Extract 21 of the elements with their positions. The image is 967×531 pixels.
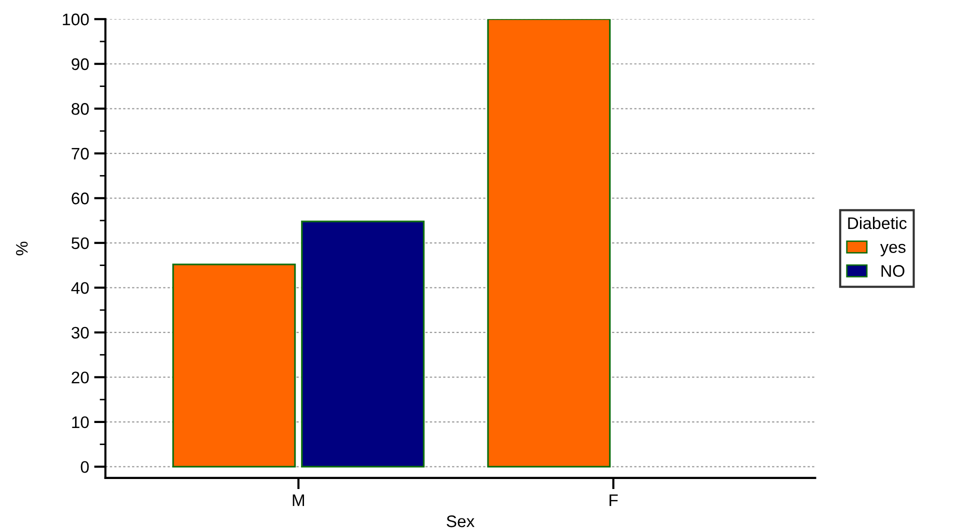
y-tick-label: 90 — [72, 58, 89, 70]
bar — [301, 220, 425, 468]
y-tick-label: 50 — [72, 237, 89, 250]
y-axis-title: % — [16, 242, 28, 256]
y-tick-label: 80 — [72, 103, 89, 115]
x-axis-title: Sex — [446, 515, 474, 528]
bar — [487, 19, 611, 468]
legend-label: yes — [880, 244, 906, 256]
y-tick-label: 30 — [72, 326, 89, 339]
y-tick-label: 20 — [72, 372, 89, 384]
legend-title: Diabetic — [848, 216, 907, 230]
x-tick-label: F — [610, 494, 618, 506]
y-tick-label: 60 — [72, 192, 89, 204]
y-tick-label: 100 — [62, 14, 89, 26]
bar — [172, 264, 296, 468]
y-tick-label: 40 — [71, 282, 89, 294]
y-tick-label: 70 — [72, 148, 89, 160]
y-tick-label: 0 — [80, 461, 89, 473]
x-tick-label: M — [292, 494, 304, 506]
legend-label: NO — [882, 265, 904, 277]
y-tick-label: 10 — [72, 416, 89, 428]
